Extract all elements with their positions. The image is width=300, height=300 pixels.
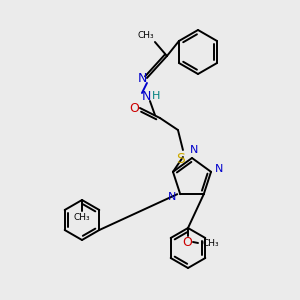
Text: N: N	[215, 164, 223, 174]
Text: N: N	[137, 71, 147, 85]
Text: N: N	[141, 89, 151, 103]
Text: O: O	[129, 101, 139, 115]
Text: CH₃: CH₃	[138, 31, 154, 40]
Text: CH₃: CH₃	[74, 214, 90, 223]
Text: O: O	[182, 236, 192, 248]
Text: H: H	[152, 91, 160, 101]
Text: CH₃: CH₃	[203, 238, 219, 247]
Text: N: N	[190, 145, 198, 155]
Text: S: S	[177, 152, 185, 166]
Text: N: N	[168, 192, 176, 202]
